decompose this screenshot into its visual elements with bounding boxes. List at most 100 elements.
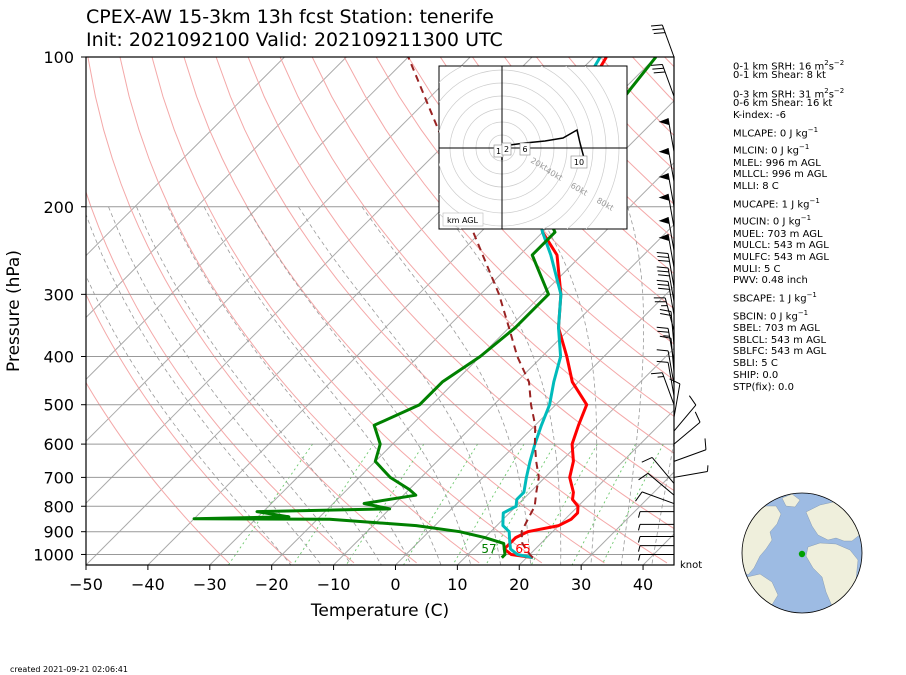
index-sbcin: SBCIN: 0 J kg−1	[733, 309, 809, 323]
wind-barb	[656, 266, 675, 302]
mixing-ratio-line	[530, 443, 598, 565]
index-mlcape: MLCAPE: 0 J kg−1	[733, 126, 819, 140]
chart-title-line1: CPEX-AW 15-3km 13h fcst Station: tenerif…	[86, 6, 494, 28]
isotherm	[86, 57, 285, 257]
index-mucin: MUCIN: 0 J kg−1	[733, 214, 812, 228]
index-mllcl: MLLCL: 996 m AGL	[733, 169, 828, 180]
mixing-ratio-line	[571, 443, 636, 565]
index-ship: SHIP: 0.0	[733, 370, 779, 381]
dry-adiabat	[119, 57, 480, 564]
dry-adiabat	[86, 381, 230, 564]
wind-barb	[650, 24, 675, 58]
dry-adiabat	[439, 57, 674, 310]
index-shear1: 0-1 km Shear: 8 kt	[733, 70, 826, 81]
mixing-ratio-line	[345, 443, 425, 565]
surface-temperature-label: 65	[515, 542, 530, 556]
wind-barb	[673, 395, 697, 432]
y-tick-label: 300	[43, 285, 74, 304]
hodo-marker-2: 2	[504, 145, 509, 154]
wind-barb	[673, 411, 701, 445]
x-tick-label: −10	[317, 575, 351, 594]
y-tick-label: 1000	[33, 545, 74, 564]
index-srh1: 0-1 km SRH: 16 m2s−2	[733, 59, 845, 73]
y-tick-label: 800	[43, 497, 74, 516]
wind-barb	[673, 438, 707, 462]
wind-barb	[658, 233, 675, 268]
hodo-legend: km AGL	[447, 216, 479, 225]
station-marker	[798, 550, 806, 558]
isotherm	[86, 57, 533, 504]
moist-adiabat	[246, 206, 472, 565]
wind-barb	[656, 251, 675, 288]
created-timestamp: created 2021-09-21 02:06:41	[10, 665, 128, 674]
isotherm	[395, 285, 674, 565]
moist-adiabat	[440, 206, 562, 565]
isotherm	[209, 100, 674, 565]
wind-barb	[650, 63, 675, 97]
barb-unit-label: knot	[680, 560, 703, 571]
wind-barb	[658, 148, 675, 182]
index-sblcl: SBLCL: 543 m AGL	[733, 335, 827, 346]
index-mlel: MLEL: 996 m AGL	[733, 158, 821, 169]
wind-barb	[658, 118, 675, 152]
index-mulfc: MULFC: 543 m AGL	[733, 252, 829, 263]
wind-barb	[638, 535, 674, 543]
index-pwv: PWV: 0.48 inch	[733, 275, 808, 286]
wind-barb	[641, 456, 675, 484]
wind-barb	[638, 472, 675, 496]
index-kindex: K-index: -6	[733, 110, 786, 121]
x-axis-ticks: −50 −40 −30 −20 −10 0 10 20 30 40	[69, 565, 653, 594]
x-tick-label: −20	[255, 575, 289, 594]
chart-title-line2: Init: 2021092100 Valid: 202109211300 UTC	[86, 29, 503, 51]
isotherm	[518, 409, 674, 565]
y-axis-label: Pressure (hPa)	[4, 250, 24, 372]
y-tick-label: 700	[43, 468, 74, 487]
y-tick-label: 400	[43, 348, 74, 367]
dry-adiabat	[215, 57, 668, 564]
moist-adiabat	[533, 206, 598, 565]
wind-barb	[658, 193, 675, 228]
index-mulcl: MULCL: 543 m AGL	[733, 240, 829, 251]
wind-barb	[658, 173, 675, 207]
hodo-marker-10: 10	[574, 158, 584, 167]
moist-adiabat	[620, 206, 645, 565]
moist-adiabat	[108, 206, 352, 565]
wind-barb	[656, 349, 675, 385]
index-muli: MULI: 5 C	[733, 264, 781, 275]
moist-adiabat	[86, 275, 292, 565]
isotherm	[271, 161, 674, 565]
wind-barb	[659, 335, 675, 373]
mixing-ratio-line	[485, 443, 556, 565]
index-mucape: MUCAPE: 1 J kg−1	[733, 197, 820, 211]
moist-adiabat	[86, 213, 322, 565]
y-tick-label: 600	[43, 435, 74, 454]
dry-adiabat	[375, 57, 674, 381]
index-mlcin: MLCIN: 0 J kg−1	[733, 143, 810, 157]
index-sbcape: SBCAPE: 1 J kg−1	[733, 291, 817, 305]
index-mlli: MLLI: 8 C	[733, 181, 779, 192]
moist-adiabat	[361, 206, 531, 565]
isotherm	[86, 57, 347, 319]
x-tick-label: −30	[193, 575, 227, 594]
wind-barb	[650, 372, 675, 405]
dry-adiabat	[279, 57, 674, 492]
wind-barb	[656, 279, 675, 316]
dry-adiabat	[86, 190, 355, 564]
y-tick-label: 100	[43, 48, 74, 67]
x-tick-label: −50	[69, 575, 103, 594]
hodo-marker-6: 6	[522, 145, 527, 154]
y-axis-ticks: 100 200 300 400 500 600 700 800 900 1000	[33, 48, 86, 564]
y-tick-label: 500	[43, 396, 74, 415]
isotherm	[86, 57, 595, 565]
wind-barb	[669, 378, 681, 418]
moist-adiabat	[203, 206, 442, 565]
dry-adiabat	[311, 57, 674, 454]
mixing-ratio-line	[452, 443, 525, 565]
wind-barbs	[635, 24, 709, 561]
x-tick-label: 20	[509, 575, 529, 594]
x-axis-label: Temperature (C)	[310, 601, 449, 621]
index-stp: STP(fix): 0.0	[733, 382, 794, 393]
x-tick-label: 0	[390, 575, 400, 594]
isotherm	[86, 57, 409, 381]
